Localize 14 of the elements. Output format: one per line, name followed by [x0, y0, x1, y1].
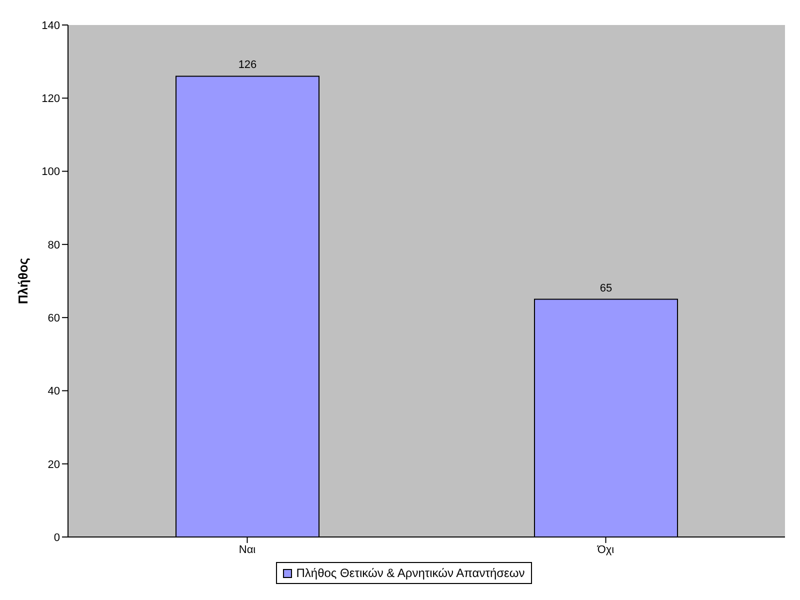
data-label: 126: [238, 59, 257, 72]
y-axis-title: Πλήθος: [16, 258, 31, 304]
y-tick-label: 60: [48, 312, 60, 324]
y-tick-label: 20: [48, 458, 60, 471]
x-tick-label: Ναι: [238, 544, 256, 556]
y-tick-label: 120: [42, 93, 60, 106]
y-tick-label: 0: [54, 532, 60, 544]
y-tick-label: 140: [42, 20, 60, 32]
y-tick-label: 40: [48, 386, 60, 398]
y-tick-label: 100: [42, 166, 60, 178]
x-tick-label: Όχι: [596, 544, 615, 556]
data-label: 65: [600, 282, 612, 294]
y-tick-label: 80: [48, 239, 60, 252]
legend-label: Πλήθος Θετικών & Αρνητικών Απαντήσεων: [296, 566, 525, 580]
